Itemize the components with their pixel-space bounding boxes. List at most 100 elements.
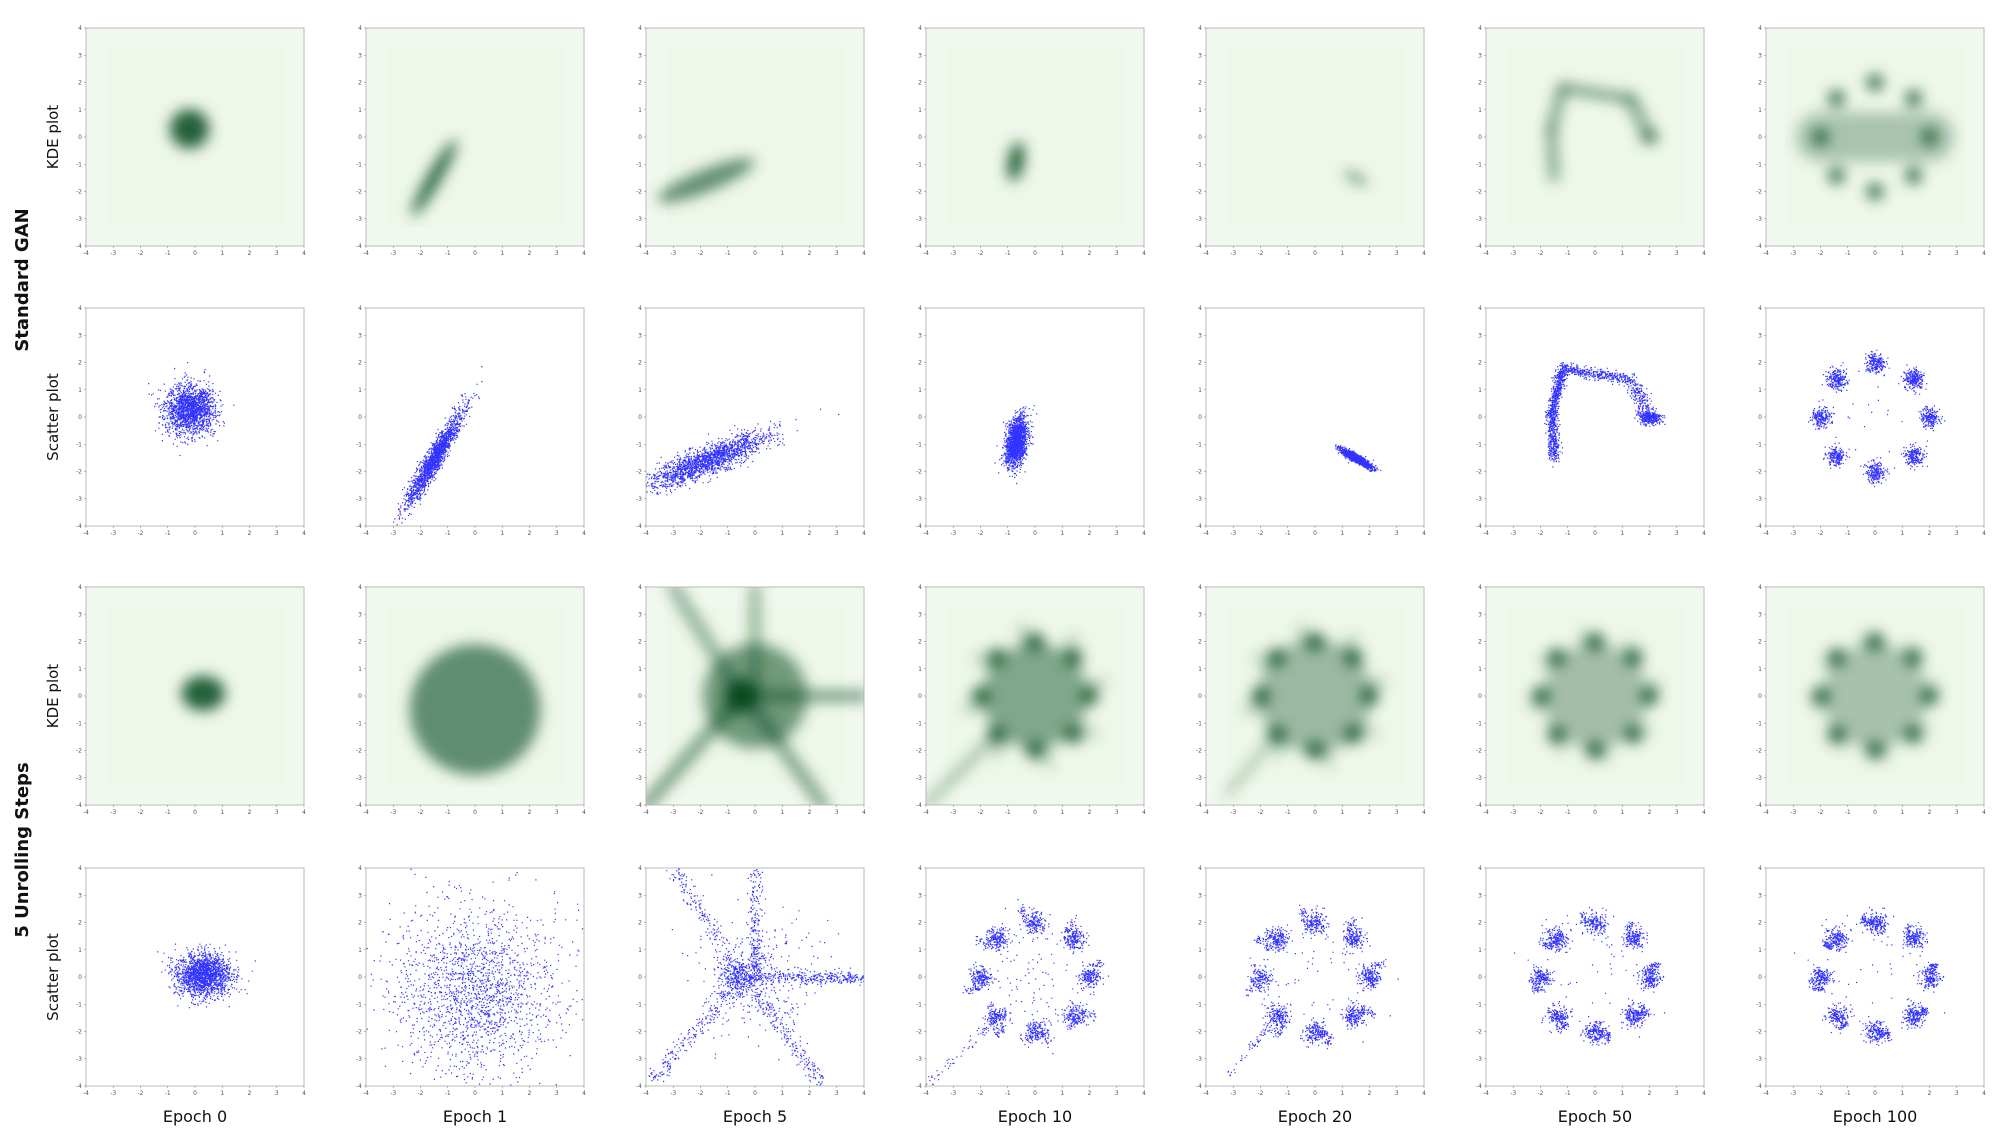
panel: -4 -3 -2 -1 0 1 2 3 4 -4 -3 -2 -1 0 1 2 3 4	[76, 865, 306, 1097]
plot-area	[1794, 907, 1946, 1046]
y-tick-label: 3	[638, 611, 642, 618]
kde-blob	[1867, 74, 1883, 91]
panel: -4 -3 -2 -1 0 1 2 3 4 -4 -3 -2 -1 0 1 2 3 4	[76, 25, 306, 257]
x-tick-label: 4	[1422, 1090, 1426, 1097]
kde-blob	[1258, 639, 1372, 753]
y-tick-label: 3	[638, 892, 642, 899]
x-tick-label: 2	[1928, 1090, 1932, 1097]
y-tick-label: 1	[1478, 666, 1482, 673]
x-tick-label: 2	[1928, 809, 1932, 816]
y-tick-label: 1	[1758, 107, 1762, 114]
panel: -4 -3 -2 -1 0 1 2 3 4 -4 -3 -2 -1 0 1 2 3 4	[636, 865, 866, 1097]
y-tick-label: 3	[918, 52, 922, 59]
kde-ridge	[926, 732, 999, 805]
panel: -4 -3 -2 -1 0 1 2 3 4 -4 -3 -2 -1 0 1 2 3 4	[356, 305, 586, 537]
y-tick-label: 4	[1478, 865, 1482, 872]
x-tick-label: -4	[643, 809, 649, 816]
x-tick-label: -3	[950, 250, 956, 257]
plot-area	[157, 943, 256, 1009]
x-tick-label: -1	[1845, 250, 1851, 257]
x-tick-label: 3	[835, 1090, 839, 1097]
y-tick-label: 2	[1758, 639, 1762, 646]
plot-area	[646, 587, 864, 805]
x-tick-label: -2	[418, 1090, 424, 1097]
x-tick-label: 0	[1313, 250, 1317, 257]
kde-blob	[169, 109, 210, 149]
x-tick-label: 1	[500, 530, 504, 537]
kde-density	[1344, 170, 1368, 185]
x-tick-label: -3	[670, 530, 676, 537]
kde-ridge	[1341, 633, 1358, 654]
x-tick-label: -3	[1790, 530, 1796, 537]
y-tick-label: 2	[1478, 639, 1482, 646]
panel-frame	[1485, 867, 1705, 1087]
kde-ridge	[1903, 641, 1912, 653]
scatter-points	[157, 943, 256, 1009]
plot-area	[646, 408, 840, 496]
x-tick-label: -4	[363, 809, 369, 816]
y-tick-label: 1	[78, 387, 82, 394]
x-tick-label: 2	[1928, 530, 1932, 537]
kde-ridge	[1820, 659, 1832, 668]
y-tick-label: 1	[638, 387, 642, 394]
kde-ridge	[1547, 124, 1559, 182]
x-tick-label: 4	[302, 1090, 306, 1097]
plot-area	[1206, 28, 1424, 246]
y-tick-label: 0	[638, 414, 642, 421]
y-tick-label: 2	[1198, 80, 1202, 87]
y-tick-label: -1	[916, 161, 922, 168]
y-tick-label: -3	[1196, 216, 1202, 223]
x-tick-label: -2	[1258, 809, 1264, 816]
x-tick-label: 2	[1648, 530, 1652, 537]
x-tick-label: -4	[923, 1090, 929, 1097]
x-tick-label: -2	[138, 809, 144, 816]
x-tick-label: 4	[862, 1090, 866, 1097]
y-tick-label: -2	[1756, 748, 1762, 755]
x-tick-label: 0	[473, 250, 477, 257]
kde-ridge	[1042, 746, 1053, 769]
column-label: Epoch 20	[1278, 1107, 1352, 1126]
y-tick-label: 3	[1198, 332, 1202, 339]
y-tick-label: 1	[358, 107, 362, 114]
x-tick-label: 2	[528, 1090, 532, 1097]
x-tick-label: 3	[1115, 250, 1119, 257]
x-tick-label: 4	[1702, 530, 1706, 537]
y-tick-label: -1	[1476, 441, 1482, 448]
x-tick-label: 2	[1648, 1090, 1652, 1097]
x-tick-label: -3	[1790, 809, 1796, 816]
y-tick-label: 2	[918, 360, 922, 367]
x-tick-label: 3	[1395, 809, 1399, 816]
y-tick-label: 3	[1478, 52, 1482, 59]
panel-frame	[925, 867, 1145, 1087]
x-tick-label: -4	[1763, 530, 1769, 537]
x-tick-label: -1	[725, 250, 731, 257]
plot-area	[86, 28, 304, 246]
x-tick-label: -2	[1538, 530, 1544, 537]
y-tick-label: 4	[1198, 305, 1202, 312]
y-tick-label: 3	[638, 332, 642, 339]
x-tick-label: -1	[1845, 530, 1851, 537]
x-tick-label: 2	[528, 809, 532, 816]
kde-density	[1528, 629, 1662, 763]
y-tick-label: 2	[1478, 360, 1482, 367]
y-tick-label: -3	[636, 775, 642, 782]
plot-area	[1486, 587, 1704, 805]
x-tick-label: -1	[1005, 250, 1011, 257]
kde-ridge	[1017, 623, 1028, 646]
kde-ridge	[1357, 722, 1378, 739]
y-tick-label: 1	[638, 107, 642, 114]
x-tick-label: -1	[445, 530, 451, 537]
x-tick-label: -4	[1203, 530, 1209, 537]
x-tick-label: 4	[302, 530, 306, 537]
x-tick-label: 2	[1088, 1090, 1092, 1097]
panel-frame	[925, 307, 1145, 527]
x-tick-label: 2	[1368, 1090, 1372, 1097]
y-tick-label: -2	[1476, 748, 1482, 755]
x-tick-label: -1	[445, 809, 451, 816]
panel: -4 -3 -2 -1 0 1 2 3 4 -4 -3 -2 -1 0 1 2 3 4	[1476, 584, 1706, 816]
y-tick-label: -2	[76, 189, 82, 196]
plot-area	[366, 868, 584, 1086]
x-tick-label: 3	[555, 809, 559, 816]
y-tick-label: 1	[1478, 947, 1482, 954]
